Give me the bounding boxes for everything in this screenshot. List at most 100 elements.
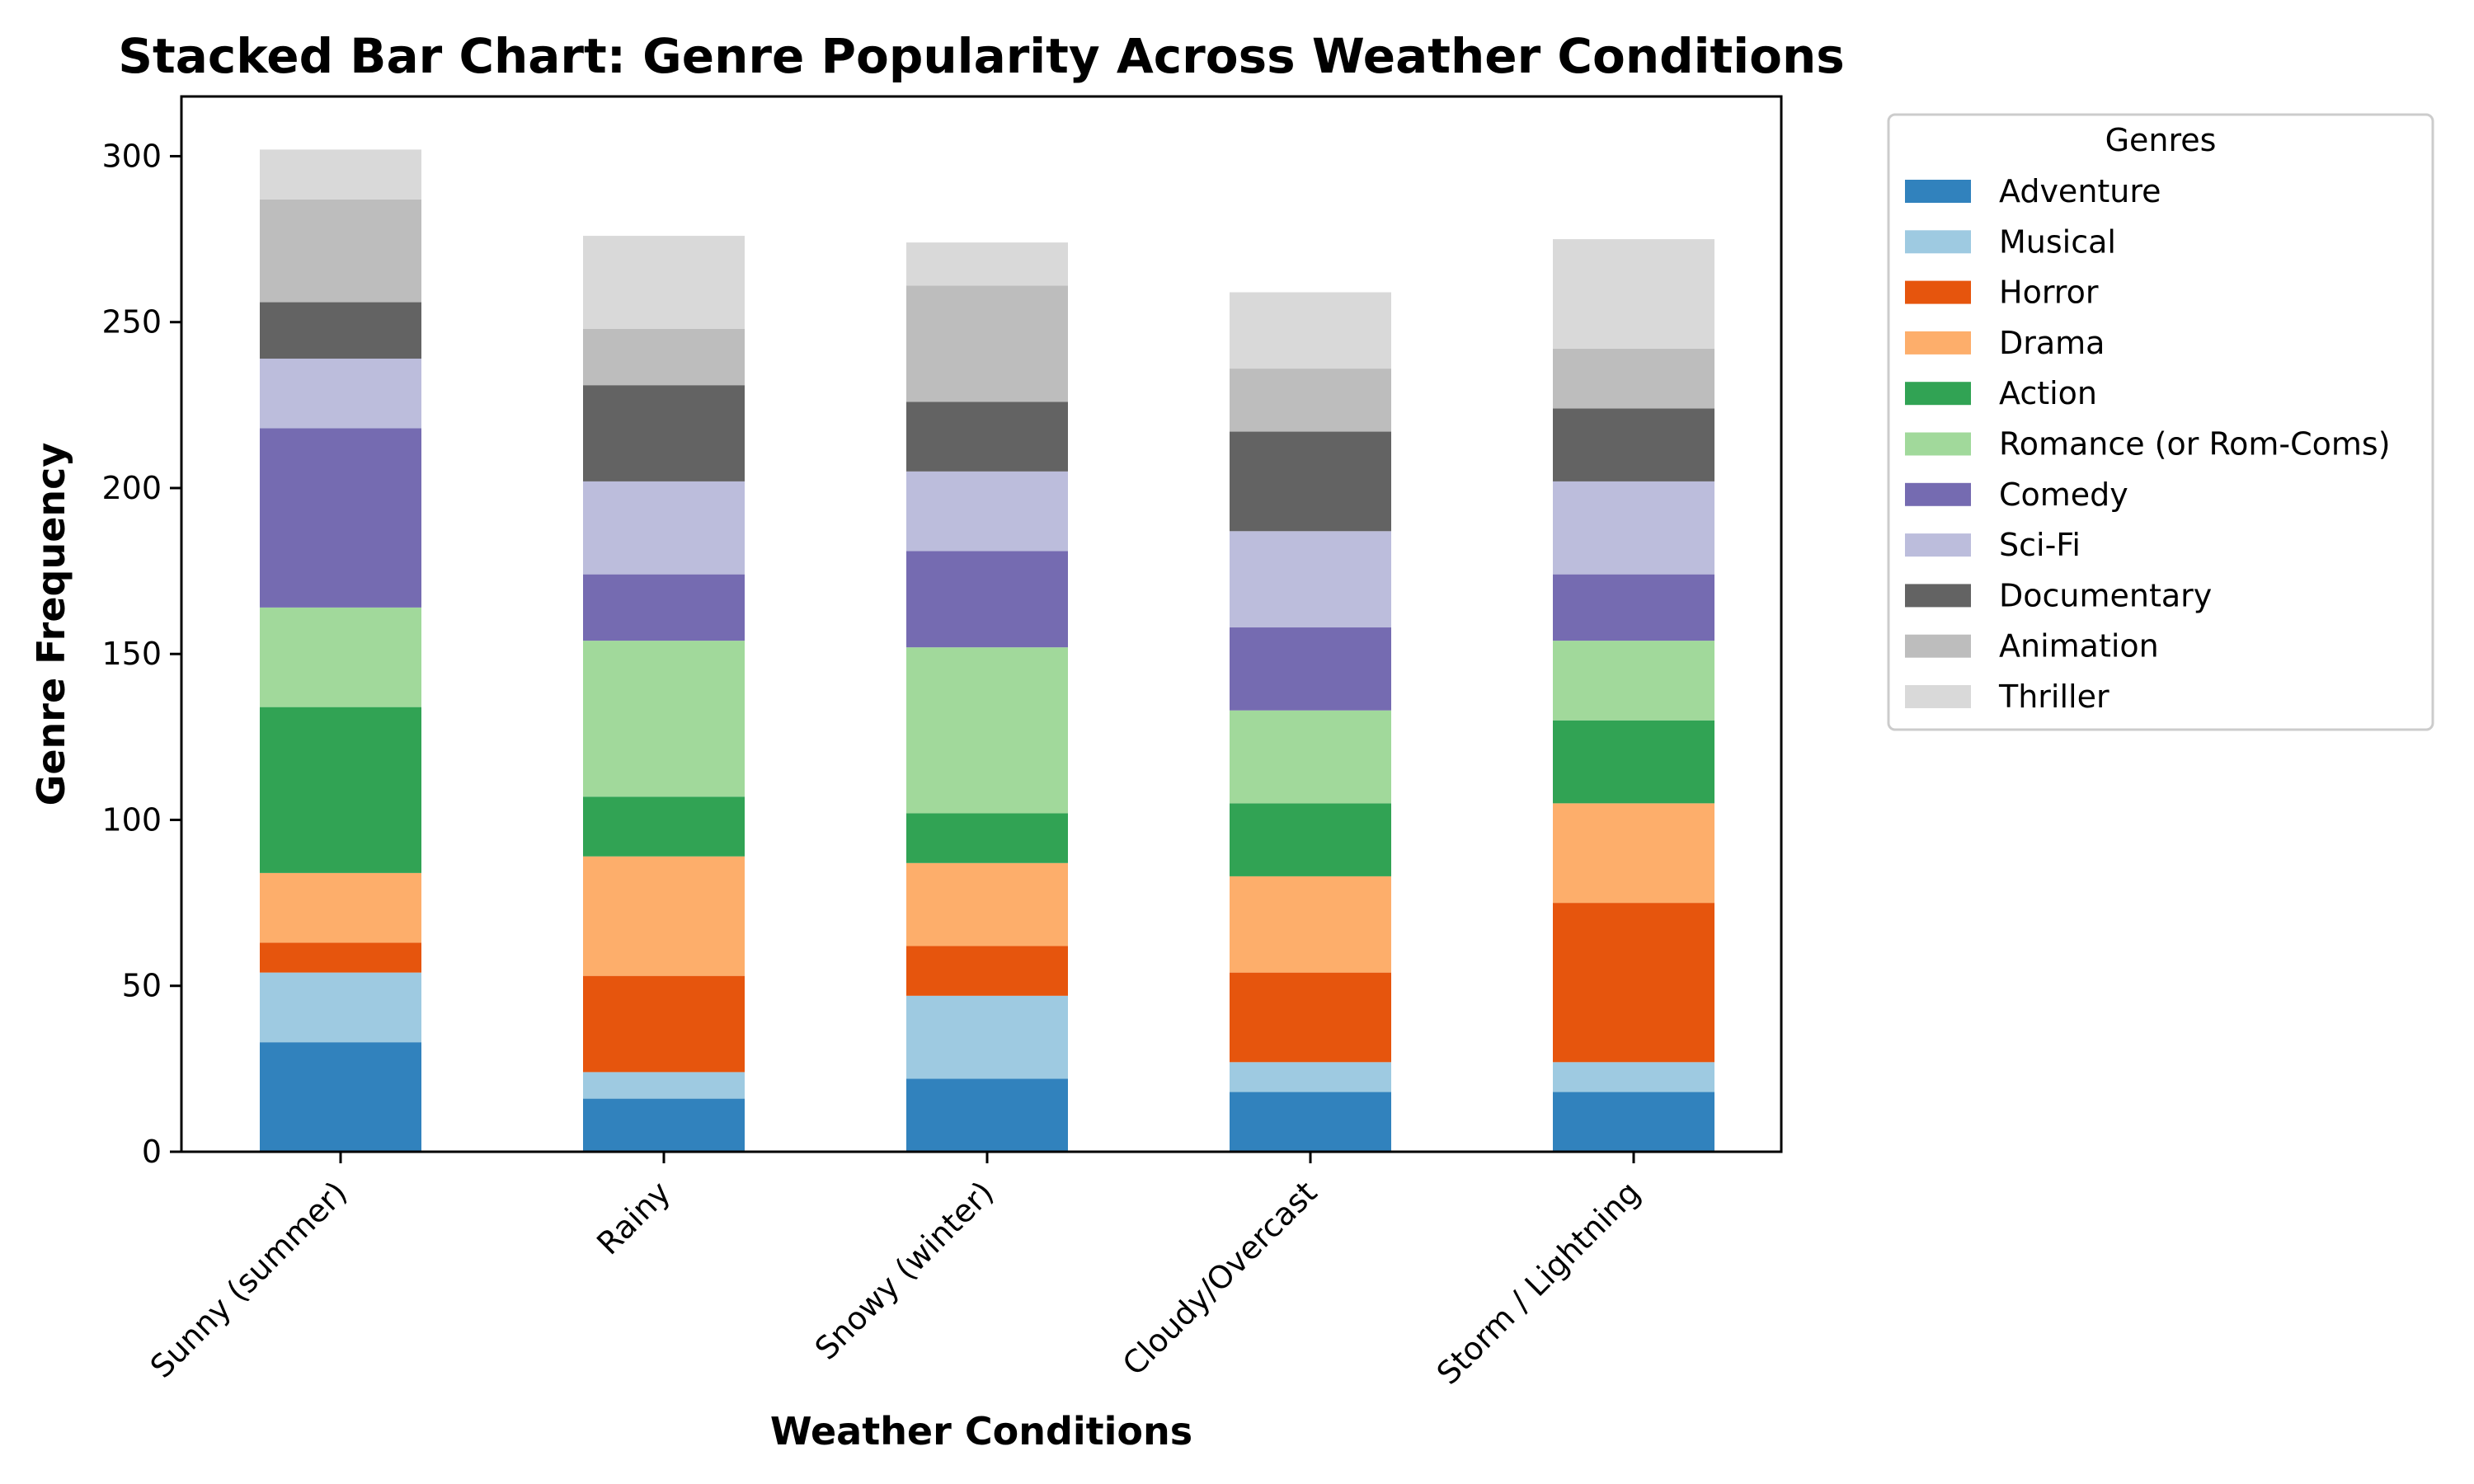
bar-thriller-0 [260, 149, 421, 200]
x-tick-label: Storm / Lightning [1430, 1174, 1648, 1392]
bar-horror-0 [260, 942, 421, 973]
legend-box [1887, 113, 2434, 731]
bar-sci-fi-2 [906, 471, 1068, 552]
legend-label: Musical [1999, 223, 2116, 260]
bar-musical-1 [583, 1072, 745, 1099]
bar-musical-0 [260, 972, 421, 1043]
bar-animation-0 [260, 199, 421, 303]
x-axis: Sunny (summer) Rainy Snowy (winter) Cloudy/… [143, 1152, 1648, 1392]
legend-swatch [1905, 331, 1971, 355]
y-tick-label: 200 [101, 470, 162, 506]
y-tick-label: 50 [122, 968, 162, 1004]
bar-sci-fi-0 [260, 358, 421, 429]
bar-horror-2 [906, 946, 1068, 996]
legend-label: Romance (or Rom-Coms) [1999, 426, 2391, 463]
bar-animation-2 [906, 285, 1068, 402]
legend-label: Animation [1999, 628, 2159, 665]
y-axis: 0 50 100 150 200 250 300 [101, 138, 181, 1170]
bar-horror-1 [583, 975, 745, 1073]
legend-label: Thriller [1998, 679, 2109, 715]
bars-layer [260, 149, 1714, 1152]
bar-documentary-2 [906, 402, 1068, 472]
bar-drama-1 [583, 856, 745, 976]
bar-comedy-4 [1553, 574, 1714, 641]
bar-adventure-1 [583, 1098, 745, 1152]
bar-action-0 [260, 707, 421, 873]
bar-romance-or-rom-coms-2 [906, 647, 1068, 814]
legend-label: Drama [1999, 325, 2105, 361]
x-tick-label: Cloudy/Overcast [1116, 1174, 1324, 1383]
bar-thriller-2 [906, 242, 1068, 286]
bar-sci-fi-3 [1230, 531, 1391, 628]
legend-swatch [1905, 533, 1971, 557]
bar-comedy-2 [906, 551, 1068, 648]
bar-romance-or-rom-coms-4 [1553, 641, 1714, 721]
bar-drama-3 [1230, 876, 1391, 973]
chart-title: Stacked Bar Chart: Genre Popularity Acro… [118, 28, 1845, 84]
legend-swatch [1905, 230, 1971, 254]
y-tick-label: 150 [101, 636, 162, 672]
legend-swatch [1905, 180, 1971, 203]
y-tick-label: 0 [142, 1134, 162, 1170]
bar-thriller-4 [1553, 239, 1714, 349]
legend-label: Action [1999, 375, 2097, 411]
bar-drama-0 [260, 872, 421, 943]
x-tick-label: Rainy [590, 1174, 677, 1261]
bar-adventure-4 [1553, 1092, 1714, 1152]
y-tick-label: 300 [101, 138, 162, 174]
bar-documentary-3 [1230, 431, 1391, 532]
plot-frame [180, 95, 1783, 1153]
bar-adventure-3 [1230, 1092, 1391, 1152]
bar-drama-2 [906, 862, 1068, 946]
bar-action-3 [1230, 803, 1391, 876]
bar-horror-4 [1553, 903, 1714, 1063]
legend-swatch [1905, 280, 1971, 304]
x-tick-label: Snowy (winter) [808, 1174, 1001, 1367]
legend-label: Documentary [1999, 577, 2212, 613]
legend-swatch [1905, 634, 1971, 658]
y-axis-title: Genre Frequency [29, 443, 73, 806]
bar-horror-3 [1230, 972, 1391, 1063]
bar-action-1 [583, 796, 745, 857]
bar-documentary-4 [1553, 408, 1714, 481]
legend-swatch [1905, 685, 1971, 708]
bar-animation-3 [1230, 369, 1391, 432]
bar-musical-3 [1230, 1062, 1391, 1092]
bar-adventure-2 [906, 1078, 1068, 1152]
bar-romance-or-rom-coms-3 [1230, 710, 1391, 804]
y-tick-label: 250 [101, 304, 162, 340]
x-tick-label: Sunny (summer) [143, 1174, 355, 1385]
x-axis-title: Weather Conditions [770, 1409, 1192, 1453]
bar-adventure-0 [260, 1042, 421, 1152]
bar-comedy-0 [260, 428, 421, 608]
bar-drama-4 [1553, 803, 1714, 904]
bar-animation-4 [1553, 348, 1714, 409]
bar-action-2 [906, 813, 1068, 863]
legend-label: Horror [1999, 275, 2099, 311]
bar-romance-or-rom-coms-1 [583, 641, 745, 797]
bar-thriller-1 [583, 236, 745, 329]
legend-label: Adventure [1999, 173, 2161, 209]
legend-swatch [1905, 432, 1971, 456]
legend-title: Genres [2105, 122, 2217, 158]
bar-romance-or-rom-coms-0 [260, 607, 421, 707]
bar-sci-fi-4 [1553, 481, 1714, 575]
legend-label: Comedy [1999, 477, 2128, 513]
legend-swatch [1905, 382, 1971, 406]
legend-label: Sci-Fi [1999, 527, 2081, 563]
bar-action-4 [1553, 720, 1714, 804]
bar-sci-fi-1 [583, 481, 745, 575]
legend-swatch [1905, 482, 1971, 506]
bar-animation-1 [583, 328, 745, 386]
bar-musical-2 [906, 995, 1068, 1079]
bar-thriller-3 [1230, 292, 1391, 369]
legend: Genres Adventure Musical Horror Drama Action… [1887, 113, 2434, 731]
bar-documentary-1 [583, 385, 745, 481]
bar-comedy-3 [1230, 627, 1391, 711]
bar-musical-4 [1553, 1062, 1714, 1092]
bar-documentary-0 [260, 302, 421, 359]
legend-swatch [1905, 584, 1971, 608]
y-tick-label: 100 [101, 801, 162, 838]
bar-comedy-1 [583, 574, 745, 641]
